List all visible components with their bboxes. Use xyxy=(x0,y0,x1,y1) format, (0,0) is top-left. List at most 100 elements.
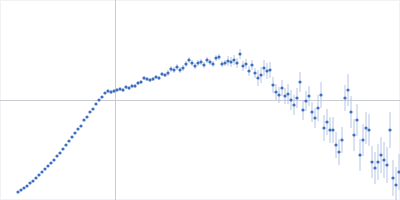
point xyxy=(274,90,277,93)
point xyxy=(61,147,64,150)
point xyxy=(373,166,376,169)
point xyxy=(133,84,136,87)
point xyxy=(343,96,346,99)
point xyxy=(67,139,70,142)
point xyxy=(214,56,217,59)
point xyxy=(211,62,214,65)
point xyxy=(184,62,187,65)
point xyxy=(193,64,196,67)
point xyxy=(385,163,388,166)
point xyxy=(163,73,166,76)
point xyxy=(115,88,118,91)
plot-frame xyxy=(1,1,400,200)
point xyxy=(316,106,319,109)
point xyxy=(358,153,361,156)
point xyxy=(382,158,385,161)
point xyxy=(355,118,358,121)
point xyxy=(100,95,103,98)
point xyxy=(352,133,355,136)
point xyxy=(52,158,55,161)
point xyxy=(283,94,286,97)
point xyxy=(79,124,82,127)
point xyxy=(166,71,169,74)
point xyxy=(112,89,115,92)
point xyxy=(106,89,109,92)
point xyxy=(94,102,97,105)
point xyxy=(187,58,190,61)
point xyxy=(37,173,40,176)
point xyxy=(328,128,331,131)
point xyxy=(232,58,235,61)
point xyxy=(109,90,112,93)
point xyxy=(28,181,31,184)
point xyxy=(196,61,199,64)
point xyxy=(157,76,160,79)
point xyxy=(340,138,343,141)
point xyxy=(103,91,106,94)
point xyxy=(319,93,322,96)
point xyxy=(229,60,232,63)
point xyxy=(19,188,22,191)
point xyxy=(121,88,124,91)
point xyxy=(265,69,268,72)
point xyxy=(349,110,352,113)
point xyxy=(235,61,238,64)
point xyxy=(190,61,193,64)
point xyxy=(64,143,67,146)
point xyxy=(49,161,52,164)
point xyxy=(250,63,253,66)
point xyxy=(43,167,46,170)
point xyxy=(22,186,25,189)
point xyxy=(301,108,304,111)
point xyxy=(55,154,58,157)
point xyxy=(346,88,349,91)
point xyxy=(325,120,328,123)
point xyxy=(88,110,91,113)
point xyxy=(217,55,220,58)
point xyxy=(202,63,205,66)
point xyxy=(160,72,163,75)
point xyxy=(151,77,154,80)
point xyxy=(154,75,157,78)
point xyxy=(223,61,226,64)
point xyxy=(208,60,211,63)
point xyxy=(376,160,379,163)
point xyxy=(127,86,130,89)
point xyxy=(286,92,289,95)
point xyxy=(238,52,241,55)
point xyxy=(76,127,79,130)
points xyxy=(16,52,400,193)
chart xyxy=(0,0,400,200)
point xyxy=(148,78,151,81)
point xyxy=(226,59,229,62)
point xyxy=(97,98,100,101)
point xyxy=(175,65,178,68)
point xyxy=(310,110,313,113)
point xyxy=(241,64,244,67)
point xyxy=(82,118,85,121)
point xyxy=(142,76,145,79)
point xyxy=(337,150,340,153)
point xyxy=(181,66,184,69)
point xyxy=(244,62,247,65)
point xyxy=(40,170,43,173)
point xyxy=(169,67,172,70)
point xyxy=(370,160,373,163)
point xyxy=(280,86,283,89)
point xyxy=(361,138,364,141)
grid-line-y xyxy=(0,100,400,101)
point xyxy=(295,96,298,99)
point xyxy=(139,80,142,83)
point xyxy=(394,183,397,186)
point xyxy=(145,77,148,80)
point xyxy=(289,98,292,101)
point xyxy=(172,68,175,71)
point xyxy=(322,126,325,129)
point xyxy=(271,83,274,86)
point xyxy=(73,131,76,134)
point xyxy=(91,107,94,110)
point xyxy=(34,176,37,179)
point xyxy=(58,151,61,154)
point xyxy=(220,62,223,65)
point xyxy=(178,68,181,71)
